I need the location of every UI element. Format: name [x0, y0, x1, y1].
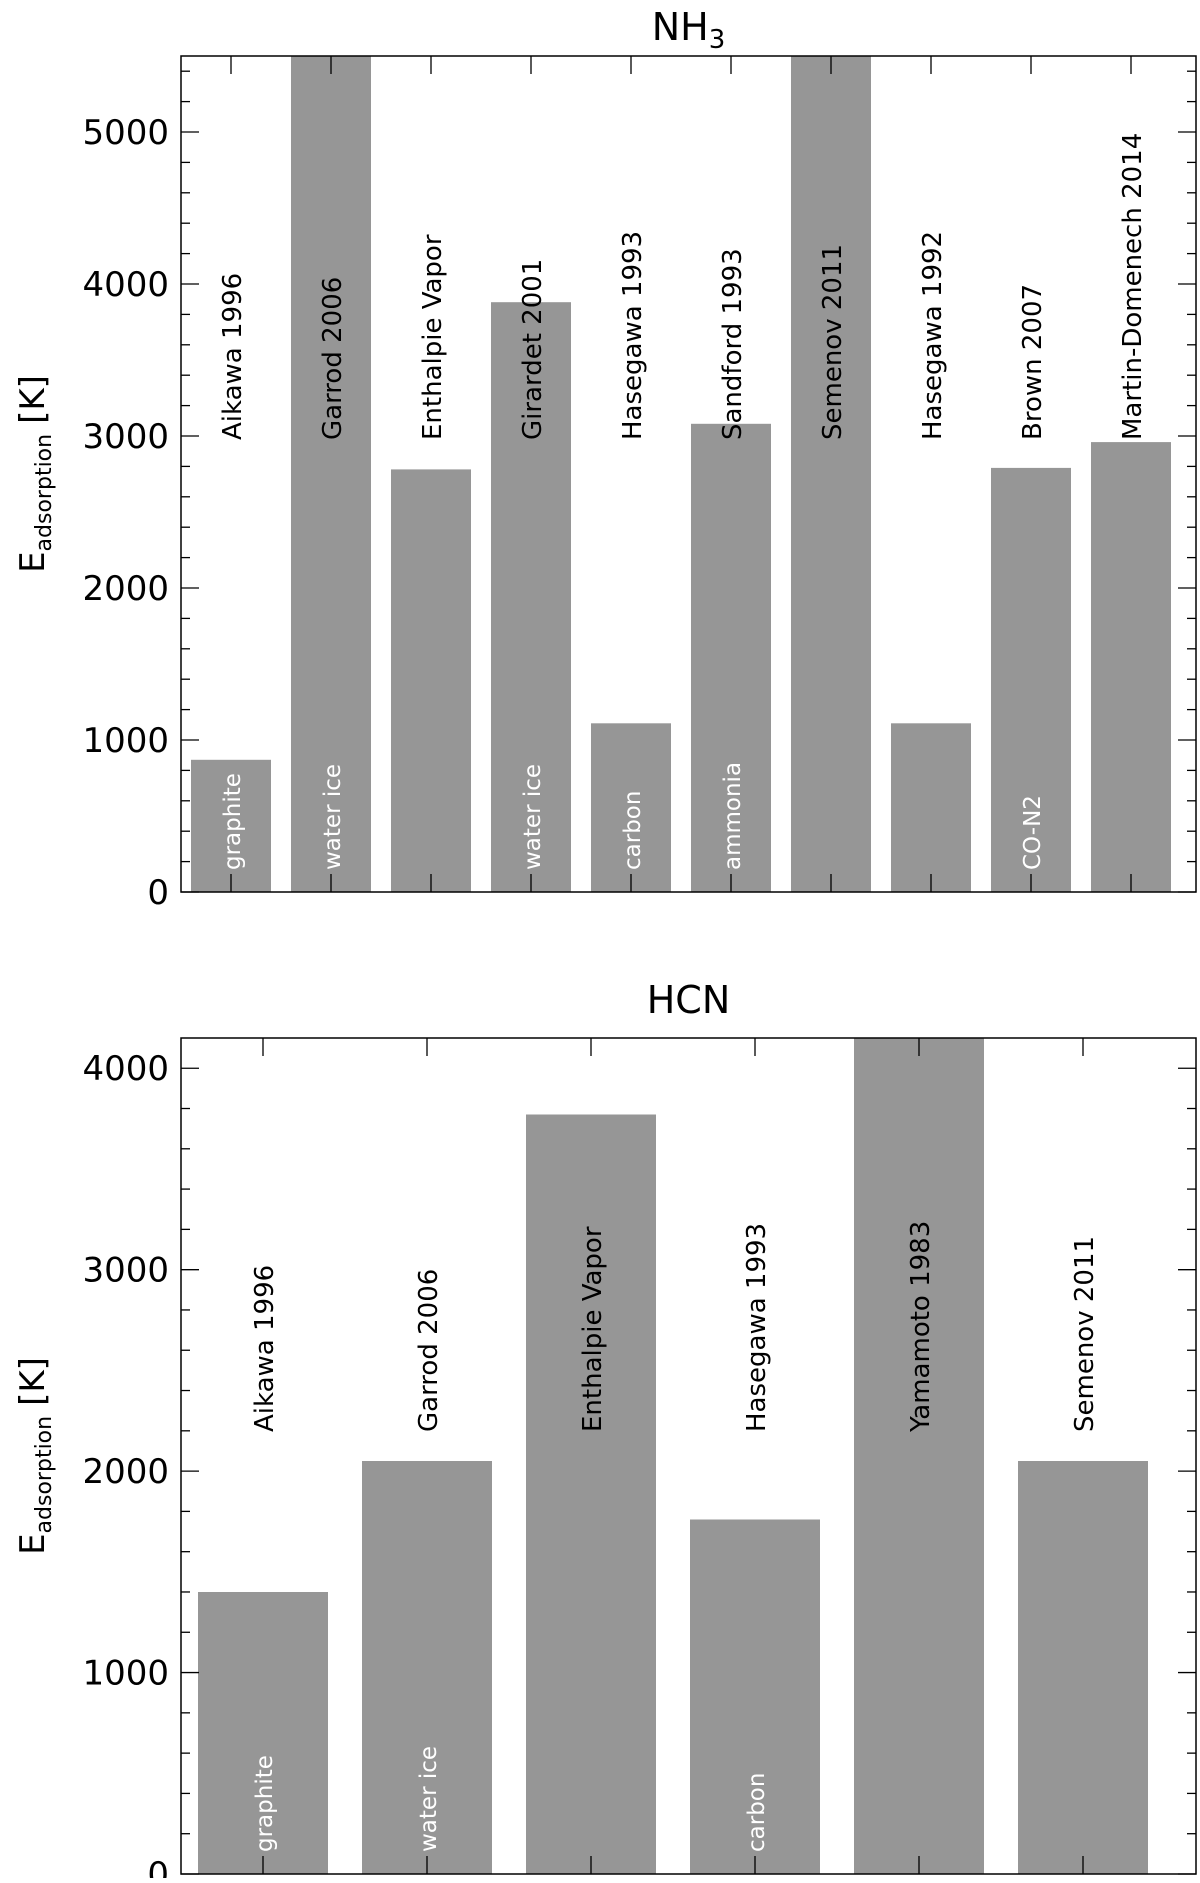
y-tick-label: 2000 [82, 1452, 169, 1492]
substrate-label: graphite [220, 773, 246, 870]
bar [491, 302, 571, 892]
bar [198, 1592, 328, 1874]
y-tick-label: 0 [147, 873, 169, 913]
bar [1091, 442, 1171, 892]
substrate-label: CO-N2 [1020, 795, 1046, 870]
category-label: Hasegawa 1992 [918, 231, 948, 440]
category-label: Enthalpie Vapor [578, 1226, 608, 1432]
y-tick-label: 1000 [82, 1654, 169, 1694]
substrate-label: water ice [520, 764, 546, 870]
category-label: Garrod 2006 [318, 277, 348, 440]
category-label: Martin-Domenech 2014 [1118, 133, 1148, 440]
bar [391, 469, 471, 892]
bar [362, 1461, 492, 1874]
plot-frame [180, 55, 1197, 893]
category-label: Girardet 2001 [518, 259, 548, 440]
bar [291, 56, 371, 892]
y-tick-label: 3000 [82, 417, 169, 457]
substrate-label: water ice [416, 1746, 442, 1852]
bar [1018, 1461, 1148, 1874]
bar [690, 1519, 820, 1874]
y-tick-label: 0 [147, 1855, 169, 1878]
substrate-label: carbon [620, 791, 646, 870]
bar [591, 723, 671, 892]
category-label: Brown 2007 [1018, 284, 1048, 440]
y-tick-label: 2000 [82, 569, 169, 609]
substrate-label: ammonia [720, 762, 746, 870]
bar [854, 1038, 984, 1874]
category-label: Enthalpie Vapor [418, 234, 448, 440]
category-label: Semenov 2011 [1070, 1236, 1100, 1432]
category-label: Sandford 1993 [718, 248, 748, 440]
y-tick-label: 4000 [82, 1049, 169, 1089]
y-tick-label: 3000 [82, 1251, 169, 1291]
category-label: Aikawa 1996 [218, 273, 248, 440]
y-tick-label: 1000 [82, 721, 169, 761]
category-label: Garrod 2006 [414, 1269, 444, 1432]
category-label: Hasegawa 1993 [742, 1223, 772, 1432]
category-label: Hasegawa 1993 [618, 231, 648, 440]
y-axis-label: Eadsorption[K] [13, 375, 57, 573]
bar [191, 759, 271, 892]
bar [891, 723, 971, 892]
substrate-label: graphite [252, 1755, 278, 1852]
chart-title: NH3 [652, 5, 726, 55]
plot-frame [180, 1037, 1197, 1875]
bar [691, 423, 771, 892]
bar [991, 467, 1071, 892]
substrate-label: water ice [320, 764, 346, 870]
hcn-panel: 0 1000 2000 3000 4000 Aikawa 1996 Garrod 2006 E… [13, 978, 1197, 1883]
category-label: Yamamoto 1983 [906, 1221, 936, 1433]
bar [791, 56, 871, 892]
chart-title: HCN [647, 978, 731, 1022]
y-tick-label: 5000 [82, 113, 169, 153]
nh3-panel: 0 1000 2000 3000 4000 5000 Aikawa 1996 Garrod 2… [13, 5, 1197, 913]
category-label: Aikawa 1996 [250, 1265, 280, 1432]
category-label: Semenov 2011 [818, 244, 848, 440]
y-tick-label: 4000 [82, 265, 169, 305]
y-axis-label: Eadsorption[K] [13, 1357, 57, 1555]
substrate-label: carbon [744, 1773, 770, 1852]
bar [526, 1114, 656, 1874]
